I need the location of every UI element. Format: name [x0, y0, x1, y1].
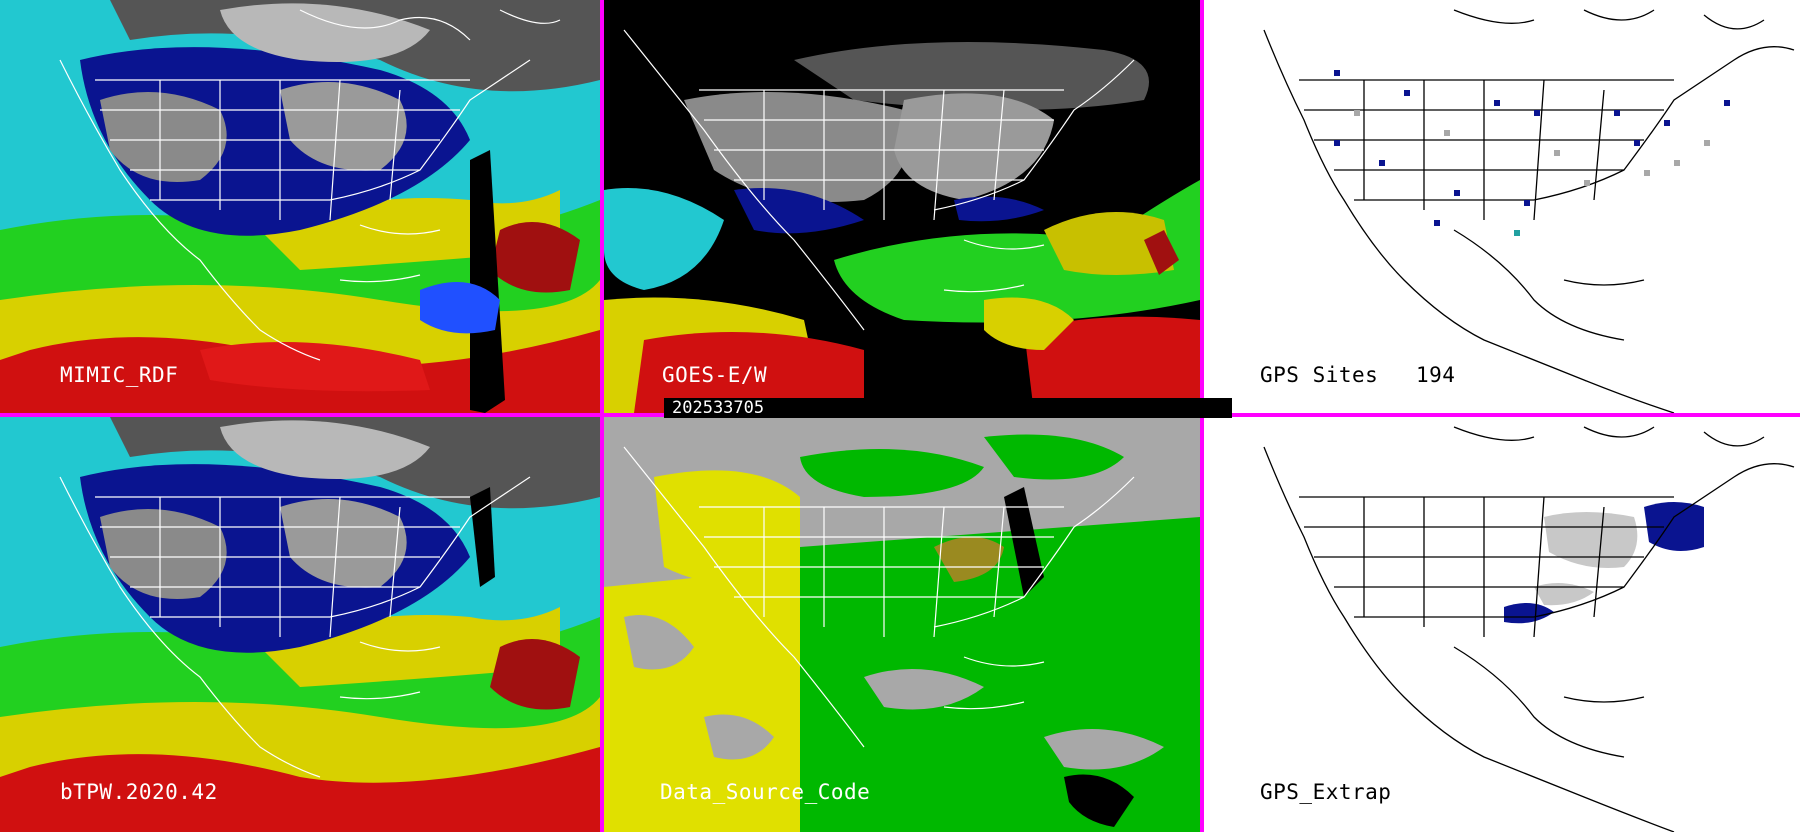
panel-label-data-source: Data_Source_Code — [660, 780, 871, 804]
data-source-map — [604, 417, 1200, 832]
tpw-map-goes — [604, 0, 1200, 413]
panel-btpw: bTPW.2020.42 — [0, 417, 600, 832]
tpw-map-mimic — [0, 0, 600, 413]
gps-site-markers — [1334, 70, 1730, 236]
panel-label-gps-extrap: GPS_Extrap — [1260, 780, 1392, 804]
panel-label-btpw: bTPW.2020.42 — [60, 780, 218, 804]
gps-extrap-map — [1263, 426, 1795, 832]
panel-mimic-rdf: MIMIC_RDF — [0, 0, 600, 413]
panel-goes: GOES-E/W — [604, 0, 1200, 413]
gps-sites-count: 194 — [1416, 363, 1456, 387]
panel-label-mimic-rdf: MIMIC_RDF — [60, 363, 179, 387]
panel-label-goes: GOES-E/W — [662, 363, 768, 387]
tpw-map-btpw — [0, 417, 600, 832]
panel-data-source: Data_Source_Code — [604, 417, 1200, 832]
panel-gps-sites: GPS Sites 194 — [1204, 0, 1800, 413]
panel-label-gps-sites: GPS Sites — [1260, 363, 1379, 387]
gps-sites-map — [1263, 9, 1795, 413]
panel-gps-extrap: GPS_Extrap — [1204, 417, 1800, 832]
timestamp-bar: 202533705 — [664, 398, 1232, 418]
